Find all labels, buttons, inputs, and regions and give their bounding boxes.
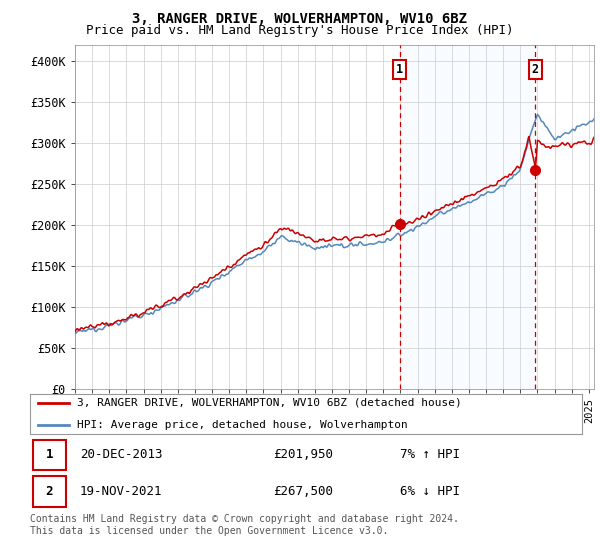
- Text: £201,950: £201,950: [273, 449, 333, 461]
- FancyBboxPatch shape: [33, 476, 66, 507]
- Text: Contains HM Land Registry data © Crown copyright and database right 2024.
This d: Contains HM Land Registry data © Crown c…: [30, 514, 459, 536]
- Text: 20-DEC-2013: 20-DEC-2013: [80, 449, 162, 461]
- FancyBboxPatch shape: [33, 440, 66, 470]
- Text: 19-NOV-2021: 19-NOV-2021: [80, 485, 162, 498]
- Text: 2: 2: [532, 63, 539, 76]
- Text: 1: 1: [46, 449, 53, 461]
- Text: 3, RANGER DRIVE, WOLVERHAMPTON, WV10 6BZ (detached house): 3, RANGER DRIVE, WOLVERHAMPTON, WV10 6BZ…: [77, 398, 461, 408]
- Text: 2: 2: [46, 485, 53, 498]
- Text: Price paid vs. HM Land Registry's House Price Index (HPI): Price paid vs. HM Land Registry's House …: [86, 24, 514, 36]
- Bar: [400, 45, 535, 389]
- Text: 3, RANGER DRIVE, WOLVERHAMPTON, WV10 6BZ: 3, RANGER DRIVE, WOLVERHAMPTON, WV10 6BZ: [133, 12, 467, 26]
- Text: £267,500: £267,500: [273, 485, 333, 498]
- Text: 6% ↓ HPI: 6% ↓ HPI: [400, 485, 460, 498]
- Text: 7% ↑ HPI: 7% ↑ HPI: [400, 449, 460, 461]
- Text: 1: 1: [397, 63, 403, 76]
- Text: HPI: Average price, detached house, Wolverhampton: HPI: Average price, detached house, Wolv…: [77, 420, 407, 430]
